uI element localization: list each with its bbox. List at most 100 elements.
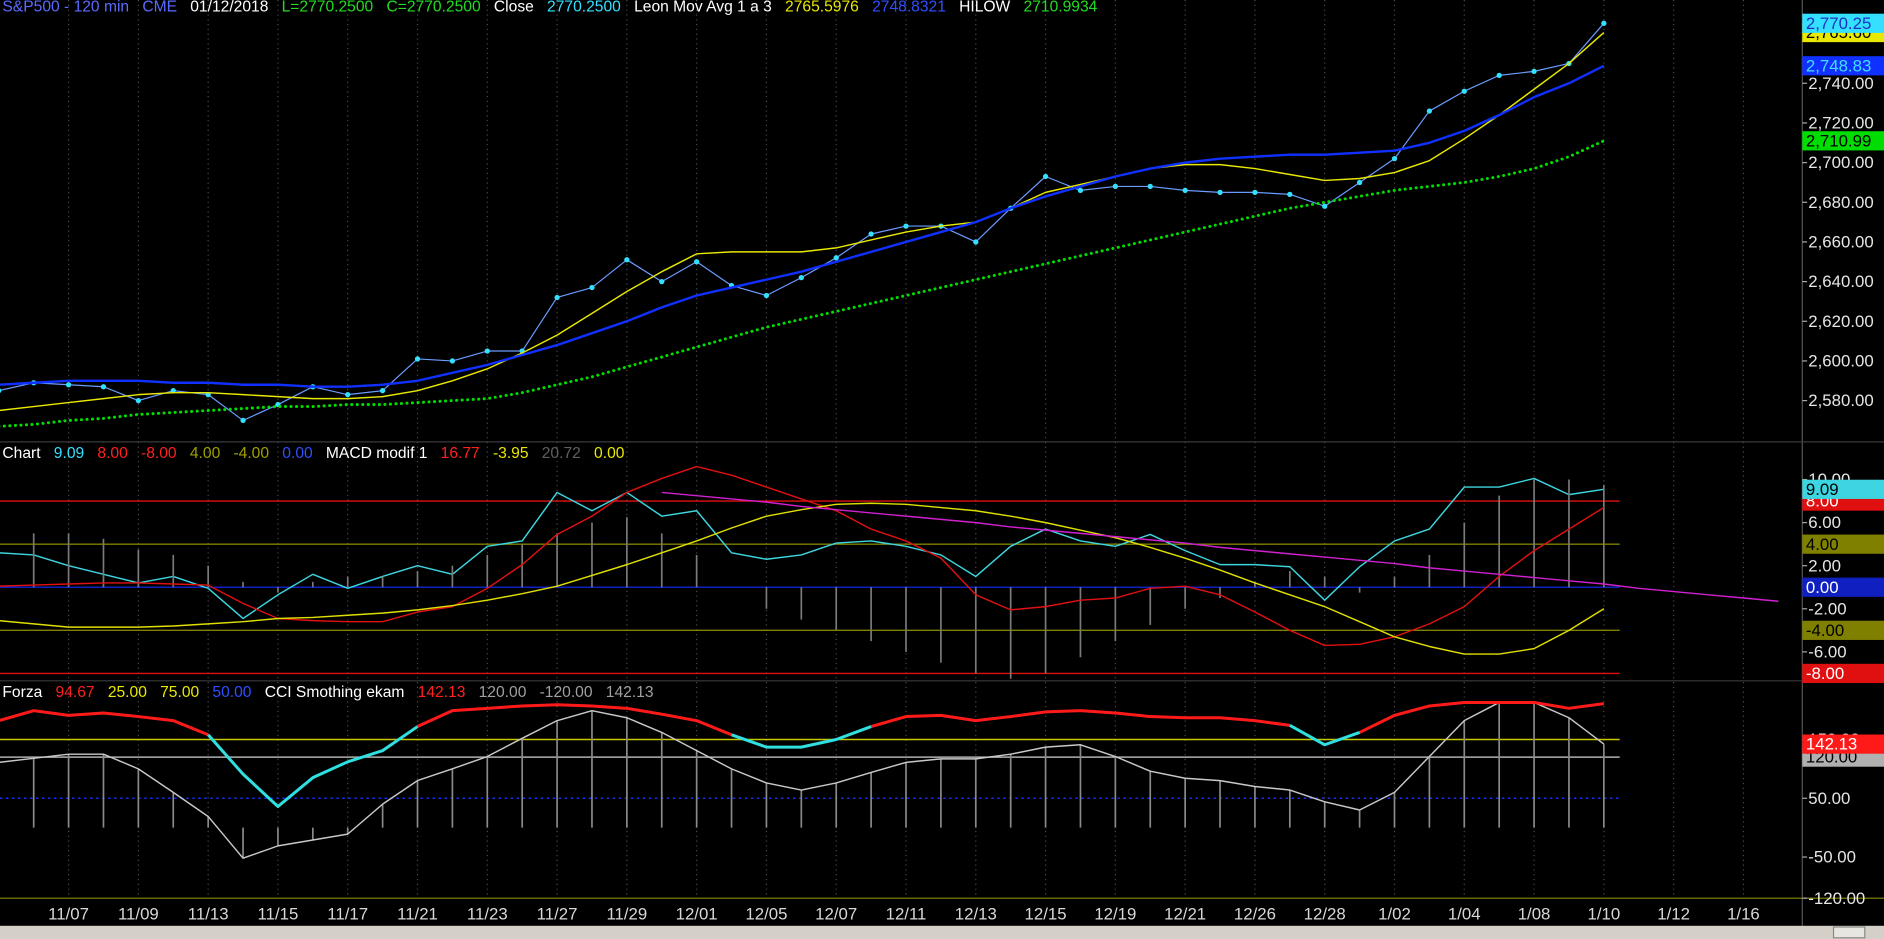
price-dot — [1531, 68, 1537, 75]
price-dot — [345, 392, 351, 398]
price-dot — [1182, 187, 1188, 194]
y-tick-label: -50.00 — [1808, 848, 1856, 867]
panel-header-item: MACD modif 1 — [326, 445, 428, 462]
panel-header-item: Leon Mov Avg 1 a 3 — [634, 0, 772, 15]
panel-header-item: 01/12/2018 — [190, 0, 268, 15]
x-tick-label: 12/05 — [745, 904, 787, 923]
panel-header-item: Forza — [2, 684, 42, 701]
panel-header-item: C=2770.2500 — [386, 0, 481, 15]
x-tick-label: 1/12 — [1657, 904, 1690, 923]
panel-header-item: 9.09 — [54, 445, 84, 462]
y-tick-label: 2,600.00 — [1808, 352, 1873, 371]
value-badge — [1802, 577, 1884, 597]
series-line — [0, 700, 1605, 737]
value-badge — [1802, 479, 1884, 499]
series-line — [0, 465, 1605, 647]
value-badge — [1802, 734, 1884, 754]
x-tick-label: 1/16 — [1727, 904, 1760, 923]
y-tick-label: 2,680.00 — [1808, 193, 1873, 212]
x-tick-label: 12/07 — [815, 904, 857, 923]
panel-header-item: -4.00 — [233, 445, 269, 462]
price-dot — [554, 294, 560, 301]
value-badge-label: 2,770.25 — [1806, 14, 1871, 33]
price-dot — [868, 231, 874, 237]
panel-header-item: CME — [142, 0, 177, 15]
value-badge — [1802, 663, 1884, 684]
price-dot — [1601, 20, 1607, 26]
panel-header-item: 25.00 — [108, 684, 147, 701]
price-dot — [1322, 203, 1328, 209]
panel-header-item: L=2770.2500 — [282, 0, 374, 15]
price-dot — [1252, 189, 1258, 196]
x-tick-label: 11/29 — [606, 904, 647, 923]
series-line — [661, 491, 1779, 602]
x-tick-label: 11/21 — [397, 904, 438, 923]
y-tick-label: -2.00 — [1808, 599, 1846, 618]
y-tick-label: 2,660.00 — [1808, 233, 1873, 252]
price-dot — [1496, 72, 1502, 79]
price-dot — [659, 278, 665, 285]
price-dot — [903, 223, 909, 229]
panel-header-item: -8.00 — [141, 445, 177, 462]
x-tick-label: 12/01 — [676, 904, 718, 923]
y-tick-label: -120.00 — [1808, 889, 1865, 908]
price-dot — [798, 275, 804, 281]
x-tick-label: 11/23 — [467, 904, 508, 923]
price-dot — [414, 356, 421, 362]
series-line — [207, 724, 1361, 808]
panel-header-item: 120.00 — [479, 684, 527, 701]
panel-header-item: Chart — [2, 445, 41, 462]
price-dot — [833, 255, 839, 261]
series-line — [0, 64, 1605, 388]
panel-header-item: 2748.8321 — [872, 0, 946, 15]
value-badge — [1802, 131, 1884, 151]
series-line — [0, 477, 1604, 620]
value-badge-label: -8.00 — [1806, 664, 1844, 683]
price-dot — [449, 358, 456, 364]
panel-header-item: 142.13 — [418, 684, 466, 701]
scrollbar-thumb[interactable] — [1832, 926, 1866, 939]
panel-header-item: S&P500 - 120 min — [2, 0, 129, 15]
x-tick-label: 12/26 — [1234, 904, 1276, 923]
price-dot — [240, 417, 246, 424]
panel-header-item: 4.00 — [190, 445, 221, 462]
panel-header-item: -3.95 — [493, 445, 529, 462]
panel-header-item: 0.00 — [594, 445, 625, 462]
panel-header-item: 2770.2500 — [547, 0, 621, 15]
price-dot — [1147, 183, 1153, 190]
y-tick-label: -6.00 — [1808, 643, 1846, 662]
price-dot — [0, 388, 2, 394]
x-tick-label: 12/13 — [955, 904, 997, 923]
panel-header-item: CCI Smothing ekam — [265, 684, 405, 701]
value-badge — [1802, 56, 1884, 76]
price-dot — [1356, 179, 1363, 186]
price-dot — [1461, 88, 1467, 94]
price-dot — [694, 259, 700, 265]
value-badge — [1802, 534, 1884, 554]
x-tick-label: 1/10 — [1587, 904, 1620, 923]
series-line — [0, 701, 1605, 859]
y-tick-label: 2,740.00 — [1808, 74, 1873, 93]
panel-header-item: -120.00 — [540, 684, 593, 701]
x-tick-label: 11/15 — [258, 904, 299, 923]
price-dot — [1077, 187, 1084, 194]
x-tick-label: 1/08 — [1518, 904, 1551, 923]
grid-layer — [67, 0, 1745, 899]
value-badge-label: 2,748.83 — [1806, 56, 1871, 75]
y-tick-label: 50.00 — [1808, 789, 1850, 808]
x-tick-label: 11/27 — [537, 904, 578, 923]
x-tick-label: 12/21 — [1164, 904, 1206, 923]
y-tick-label: 6.00 — [1808, 513, 1841, 532]
series-line — [0, 31, 1605, 412]
price-dot — [484, 348, 490, 354]
panel-header-item: HILOW — [959, 0, 1010, 15]
x-tick-label: 11/13 — [188, 904, 229, 923]
scrollbar[interactable] — [0, 925, 1884, 939]
price-dot — [1042, 173, 1049, 180]
y-tick-label: 2,620.00 — [1808, 312, 1873, 331]
panel-header-item: 16.77 — [441, 445, 480, 462]
panel-header-item: 2710.9934 — [1024, 0, 1098, 15]
x-tick-label: 11/09 — [118, 904, 159, 923]
y-tick-label: 2,640.00 — [1808, 272, 1873, 291]
